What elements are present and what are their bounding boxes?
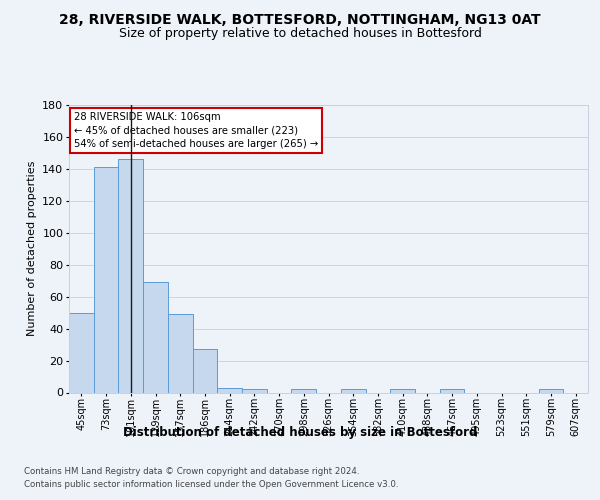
Text: Contains HM Land Registry data © Crown copyright and database right 2024.: Contains HM Land Registry data © Crown c… — [24, 467, 359, 476]
Bar — [440, 390, 464, 392]
Text: Distribution of detached houses by size in Bottesford: Distribution of detached houses by size … — [123, 426, 477, 439]
Y-axis label: Number of detached properties: Number of detached properties — [27, 161, 37, 336]
Bar — [143, 282, 168, 393]
Bar — [341, 390, 365, 392]
Text: Contains public sector information licensed under the Open Government Licence v3: Contains public sector information licen… — [24, 480, 398, 489]
Bar — [69, 312, 94, 392]
Bar — [390, 390, 415, 392]
Text: 28, RIVERSIDE WALK, BOTTESFORD, NOTTINGHAM, NG13 0AT: 28, RIVERSIDE WALK, BOTTESFORD, NOTTINGH… — [59, 12, 541, 26]
Bar — [242, 390, 267, 392]
Bar — [118, 160, 143, 392]
Bar — [94, 168, 118, 392]
Bar — [539, 390, 563, 392]
Bar — [168, 314, 193, 392]
Bar — [292, 390, 316, 392]
Text: Size of property relative to detached houses in Bottesford: Size of property relative to detached ho… — [119, 28, 481, 40]
Text: 28 RIVERSIDE WALK: 106sqm
← 45% of detached houses are smaller (223)
54% of semi: 28 RIVERSIDE WALK: 106sqm ← 45% of detac… — [74, 112, 319, 148]
Bar — [193, 350, 217, 393]
Bar — [217, 388, 242, 392]
